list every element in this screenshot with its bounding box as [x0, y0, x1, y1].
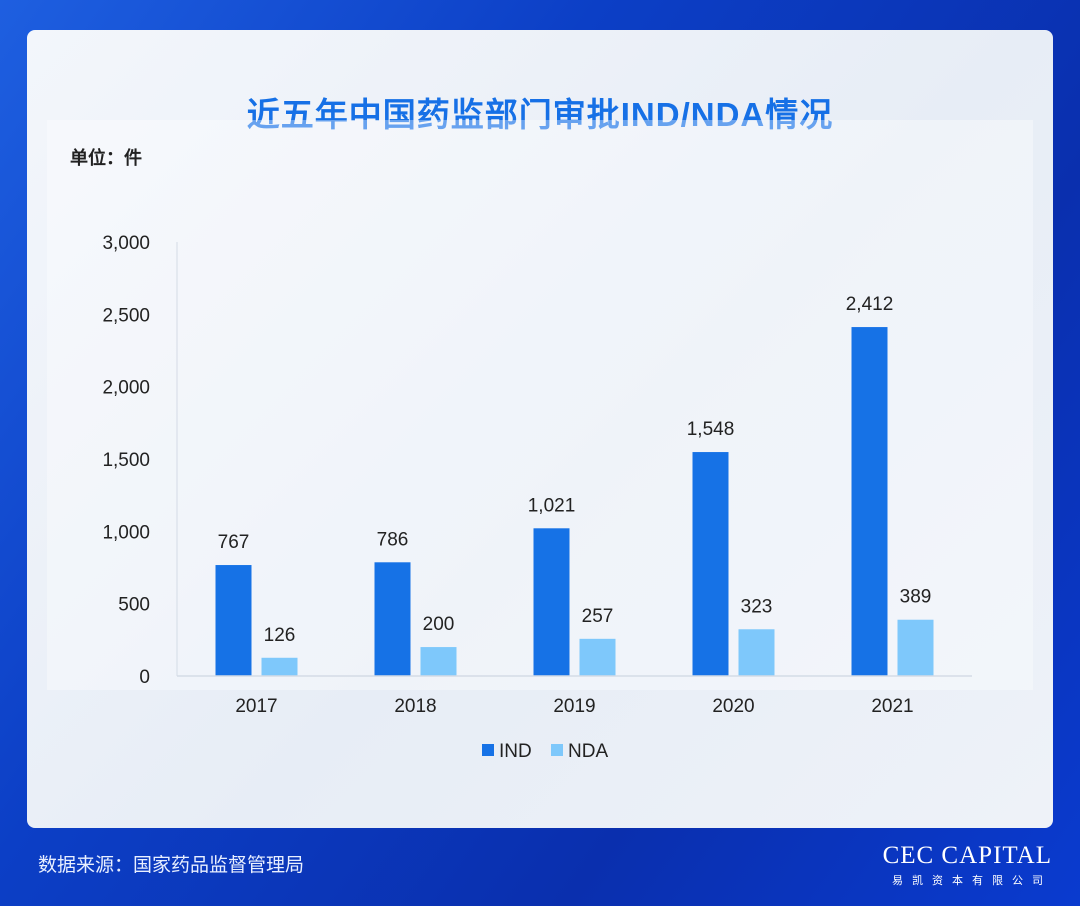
data-label-nda-2017: 126 — [264, 625, 296, 646]
data-label-ind-2020: 1,548 — [687, 419, 735, 440]
y-tick-label: 500 — [118, 595, 150, 616]
bar-ind-2017 — [215, 565, 252, 676]
x-tick-label: 2018 — [394, 696, 436, 717]
legend-label-ind: IND — [499, 741, 532, 762]
bars: 767 126 786 200 1,021 257 1,548 323 2,412 389 — [215, 294, 934, 676]
y-tick-label: 3,000 — [102, 233, 150, 254]
y-tick-label: 1,000 — [102, 522, 150, 543]
y-tick-label: 2,000 — [102, 378, 150, 399]
x-tick-label: 2017 — [235, 696, 277, 717]
bar-nda-2017 — [261, 657, 298, 676]
bar-ind-2019 — [533, 528, 570, 676]
data-source: 数据来源：国家药品监督管理局 — [38, 855, 305, 876]
data-label-nda-2020: 323 — [741, 596, 773, 617]
y-axis: 0 500 1,000 1,500 2,000 2,500 3,000 — [102, 233, 178, 688]
data-label-nda-2021: 389 — [900, 587, 932, 608]
data-label-ind-2017: 767 — [218, 532, 250, 553]
data-label-nda-2018: 200 — [423, 614, 455, 635]
data-label-ind-2019: 1,021 — [528, 495, 576, 516]
legend-swatch-ind — [482, 744, 494, 756]
bar-nda-2021 — [897, 619, 934, 676]
company-logo: CEC CAPITAL 易凯资本有限公司 — [883, 842, 1052, 888]
logo-subtitle: 易凯资本有限公司 — [892, 874, 1052, 887]
x-tick-label: 2021 — [871, 696, 913, 717]
data-label-ind-2021: 2,412 — [846, 294, 894, 315]
legend-swatch-nda — [551, 744, 563, 756]
legend-label-nda: NDA — [568, 741, 608, 762]
bar-ind-2018 — [374, 562, 411, 676]
data-label-nda-2019: 257 — [582, 606, 614, 627]
bar-ind-2020 — [692, 452, 729, 676]
y-tick-label: 0 — [139, 667, 150, 688]
y-tick-label: 2,500 — [102, 305, 150, 326]
x-tick-label: 2020 — [712, 696, 754, 717]
bar-nda-2019 — [579, 638, 616, 676]
unit-label: 单位：件 — [70, 148, 142, 168]
data-label-ind-2018: 786 — [377, 529, 409, 550]
chart-title: 近五年中国药监部门审批IND/NDA情况 — [246, 96, 834, 133]
bar-ind-2021 — [851, 327, 888, 676]
logo-wordmark: CEC CAPITAL — [882, 842, 1052, 869]
bar-nda-2020 — [738, 629, 775, 676]
x-axis: 2017 2018 2019 2020 2021 — [177, 675, 972, 717]
bar-nda-2018 — [420, 647, 457, 676]
legend: IND NDA — [482, 741, 608, 762]
x-tick-label: 2019 — [553, 696, 595, 717]
y-tick-label: 1,500 — [102, 450, 150, 471]
